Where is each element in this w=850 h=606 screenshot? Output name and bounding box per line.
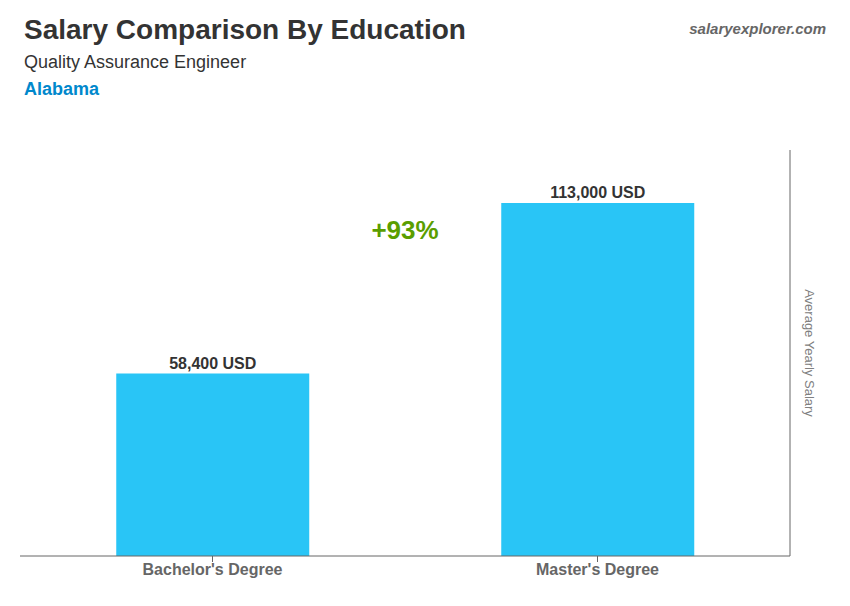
svg-text:Master's Degree: Master's Degree	[536, 561, 659, 578]
svg-text:58,400 USD: 58,400 USD	[169, 355, 256, 372]
html-text:+93%: +93%	[371, 215, 439, 245]
html-text:Quality Assurance Engineer: Quality Assurance Engineer	[24, 52, 247, 72]
html-text:Salary Comparison By Education: Salary Comparison By Education	[24, 14, 466, 45]
html-text:Alabama: Alabama	[24, 79, 99, 99]
svg-text:Bachelor's Degree: Bachelor's Degree	[143, 561, 283, 578]
svg-text:Average Yearly Salary: Average Yearly Salary	[802, 289, 817, 417]
svg-text:113,000 USD: 113,000 USD	[550, 184, 645, 201]
html-text:salaryexplorer.com: salaryexplorer.com	[689, 20, 826, 37]
